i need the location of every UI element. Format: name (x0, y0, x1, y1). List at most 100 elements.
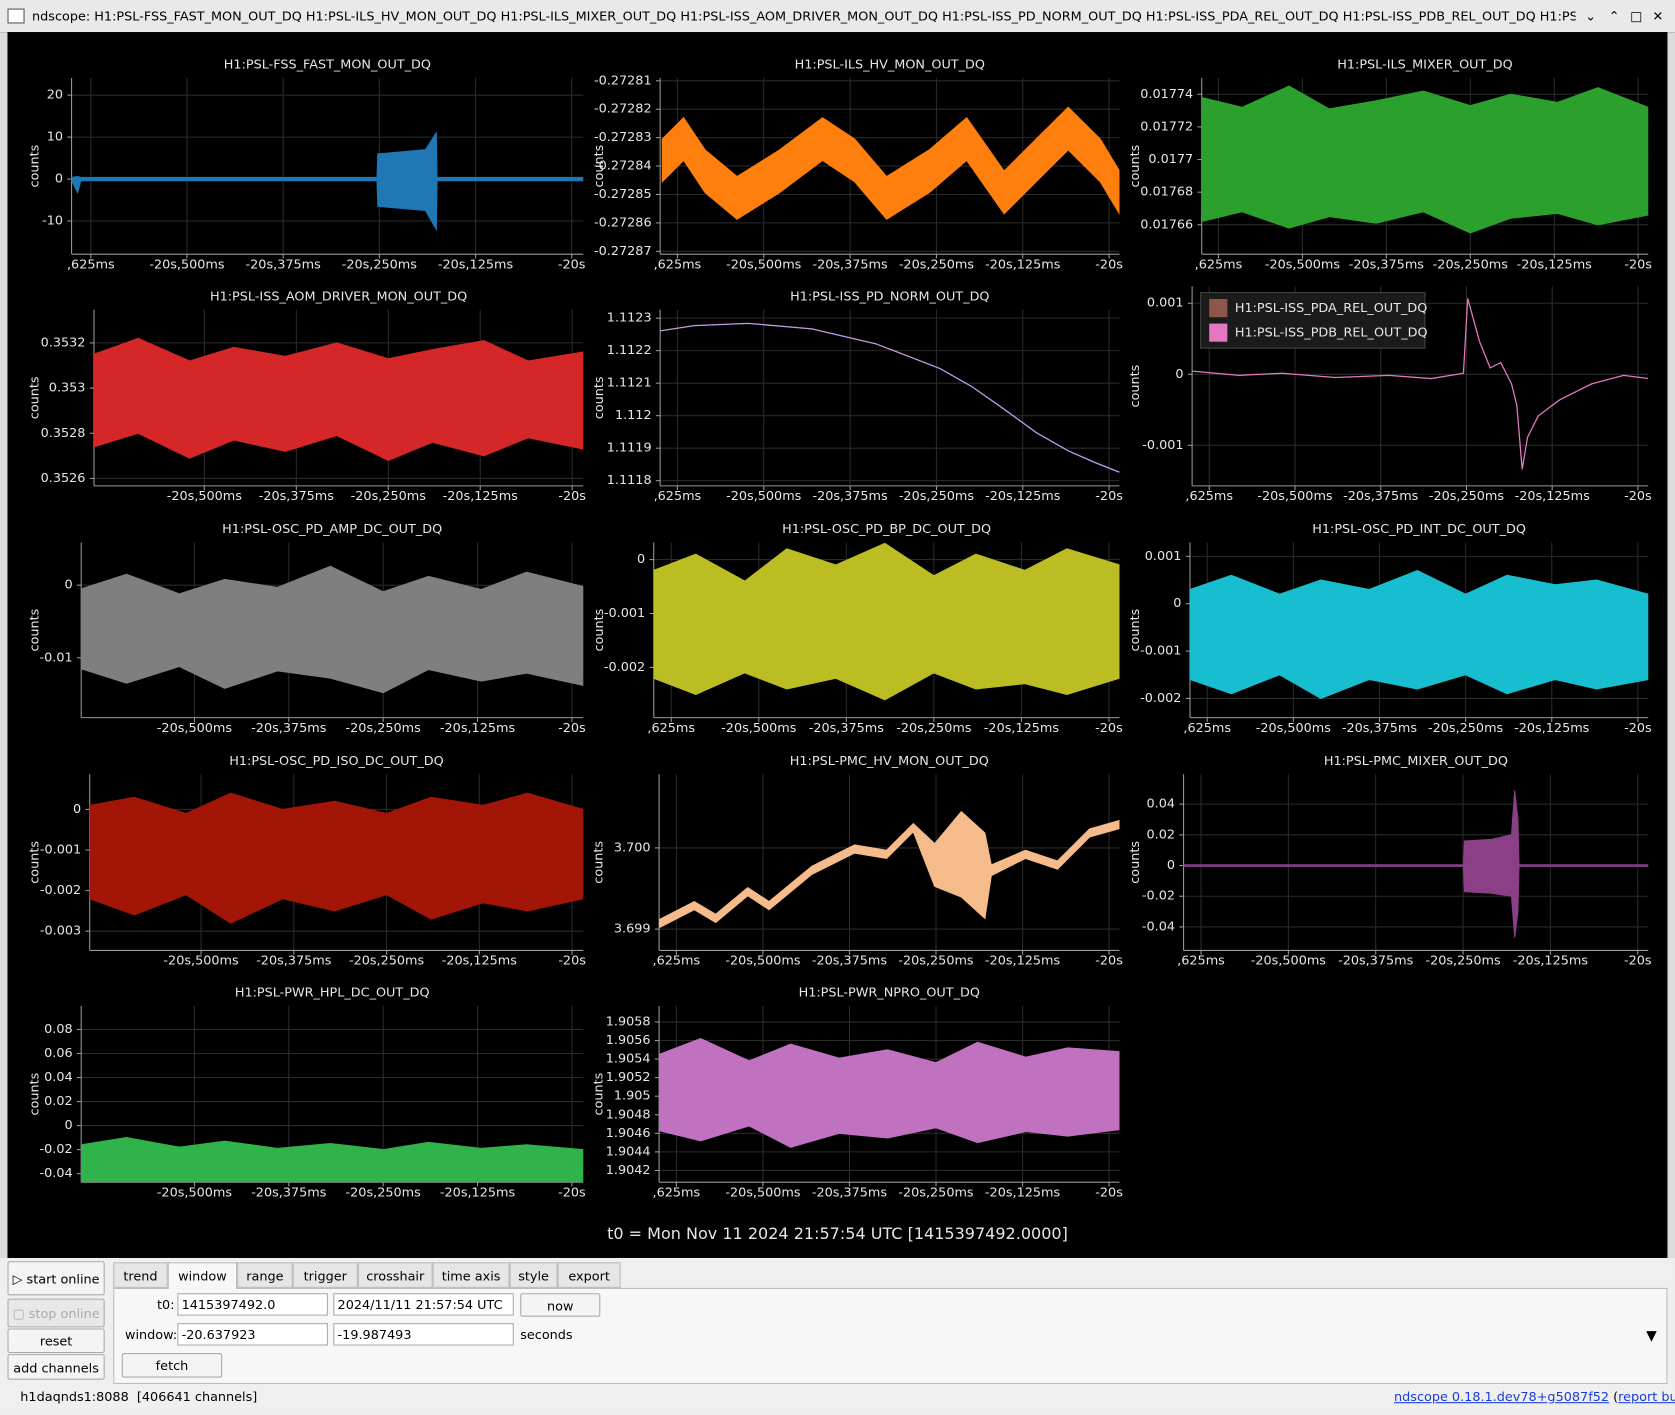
plot-title: H1:PSL-PMC_HV_MON_OUT_DQ (790, 754, 989, 769)
tab[interactable]: range (237, 1262, 293, 1288)
x-tick-label: -20s,375ms (251, 1185, 327, 1200)
now-button[interactable]: now (520, 1293, 601, 1317)
y-tick-label: 0.3528 (41, 426, 86, 441)
stop-online-button: ▢ stop online (7, 1298, 105, 1328)
y-tick-label: -10 (42, 214, 63, 229)
y-tick-label: 1.905 (614, 1089, 651, 1104)
x-tick-label: -20s (1095, 1185, 1123, 1200)
y-tick-label: 0 (73, 802, 81, 817)
x-tick-label: ,625ms (1195, 257, 1243, 272)
trace-group (71, 131, 584, 232)
x-tick-label: -20s,375ms (251, 721, 327, 736)
trace-group (660, 322, 1120, 473)
x-tick-label: -20s,500ms (157, 1185, 233, 1200)
x-tick-label: -20s,125ms (985, 489, 1061, 504)
y-tick-label: 0 (1175, 367, 1183, 382)
collapse-arrow[interactable]: ▼ (1646, 1328, 1657, 1345)
reset-button[interactable]: reset (7, 1328, 105, 1354)
x-tick-label: ,625ms (654, 489, 702, 504)
y-tick-label: -0.001 (1142, 438, 1183, 453)
tab[interactable]: style (509, 1262, 558, 1288)
y-tick-label: 0.001 (1145, 549, 1182, 564)
y-tick-label: 0 (55, 172, 63, 187)
y-tick-label: -0.04 (40, 1166, 73, 1181)
start-online-button[interactable]: ▷ start online (7, 1261, 105, 1296)
server-status: h1daqnds1:8088 [406641 channels] (20, 1389, 258, 1405)
x-tick-label: -20s,125ms (443, 489, 519, 504)
y-tick-label: 0 (1167, 858, 1175, 873)
x-tick-label: -20s,375ms (1343, 489, 1419, 504)
window-start-input[interactable]: -20.637923 (177, 1323, 328, 1346)
x-tick-label: -20s (1095, 954, 1123, 969)
y-tick-label: -0.003 (40, 924, 81, 939)
x-tick-label: ,625ms (1183, 721, 1231, 736)
minimize[interactable]: ⌄ (1585, 8, 1596, 24)
tab[interactable]: trend (113, 1262, 168, 1288)
y-axis-label: counts (28, 376, 43, 419)
x-tick-label: -20s,375ms (1349, 257, 1425, 272)
x-tick-label: -20s (1095, 721, 1123, 736)
trace-band (81, 565, 584, 694)
x-tick-label: -20s,375ms (812, 489, 888, 504)
y-tick-label: 0.02 (44, 1094, 73, 1109)
y-tick-label: -0.27282 (594, 102, 652, 117)
tab[interactable]: trigger (292, 1262, 358, 1288)
x-tick-label: -20s,500ms (163, 954, 239, 969)
x-tick-label: -20s,500ms (1256, 721, 1332, 736)
plot-title: H1:PSL-ILS_MIXER_OUT_DQ (1337, 58, 1512, 73)
trace-band (1183, 790, 1649, 938)
t0-label: t0 = Mon Nov 11 2024 21:57:54 UTC [14153… (607, 1224, 1068, 1243)
trace-group (659, 1038, 1120, 1148)
plot-title: H1:PSL-ISS_PD_NORM_OUT_DQ (790, 289, 989, 304)
x-tick-label: ,625ms (67, 257, 115, 272)
t0-gps-input[interactable]: 1415397492.0 (177, 1293, 328, 1316)
window-end-input[interactable]: -19.987493 (333, 1323, 514, 1346)
plot-title: H1:PSL-FSS_FAST_MON_OUT_DQ (224, 58, 431, 73)
tab[interactable]: crosshair (357, 1262, 433, 1288)
trace-group (1201, 85, 1649, 234)
y-tick-label: -0.002 (604, 660, 645, 675)
tab[interactable]: window (167, 1262, 238, 1289)
y-tick-label: 0.3532 (41, 335, 86, 350)
trace-band (71, 131, 584, 232)
x-tick-label: -20s,125ms (440, 721, 516, 736)
x-tick-label: -20s (558, 489, 586, 504)
y-tick-label: -0.002 (40, 883, 81, 898)
x-tick-label: -20s (1624, 489, 1652, 504)
version-link[interactable]: ndscope 0.18.1.dev78+g5087f52 (1394, 1389, 1610, 1405)
close[interactable]: ✕ (1652, 8, 1664, 24)
x-tick-label: -20s,250ms (1425, 954, 1501, 969)
x-tick-label: -20s,125ms (984, 721, 1060, 736)
x-tick-label: ,625ms (653, 954, 701, 969)
y-tick-label: 0.04 (1147, 797, 1176, 812)
x-tick-label: -20s,500ms (726, 489, 802, 504)
y-tick-label: 0.01766 (1140, 217, 1193, 232)
y-tick-label: 3.699 (614, 922, 651, 937)
y-tick-label: -0.27285 (594, 187, 652, 202)
maximize[interactable]: □ (1630, 8, 1643, 24)
restore[interactable]: ⌃ (1608, 8, 1620, 24)
tab[interactable]: export (557, 1262, 621, 1288)
y-tick-label: 0.04 (44, 1070, 73, 1085)
tab[interactable]: time axis (432, 1262, 510, 1288)
add-channels-button[interactable]: add channels (7, 1354, 105, 1380)
plot-title: H1:PSL-ILS_HV_MON_OUT_DQ (795, 58, 985, 73)
y-tick-label: 0 (64, 578, 72, 593)
y-tick-label: 1.1118 (607, 473, 652, 488)
trace-band (1189, 569, 1649, 699)
app-icon (7, 8, 25, 24)
trace-group (81, 565, 584, 694)
t0-utc-input[interactable]: 2024/11/11 21:57:54 UTC (333, 1293, 514, 1316)
y-axis-label: counts (592, 376, 607, 419)
y-tick-label: 0.353 (49, 381, 86, 396)
x-tick-label: -20s,500ms (721, 721, 797, 736)
report-bug-link[interactable]: report bug (1618, 1389, 1675, 1405)
fetch-button[interactable]: fetch (121, 1353, 223, 1378)
trace-group (1192, 298, 1649, 470)
legend-swatch (1209, 299, 1228, 318)
y-tick-label: -0.01 (40, 650, 73, 665)
